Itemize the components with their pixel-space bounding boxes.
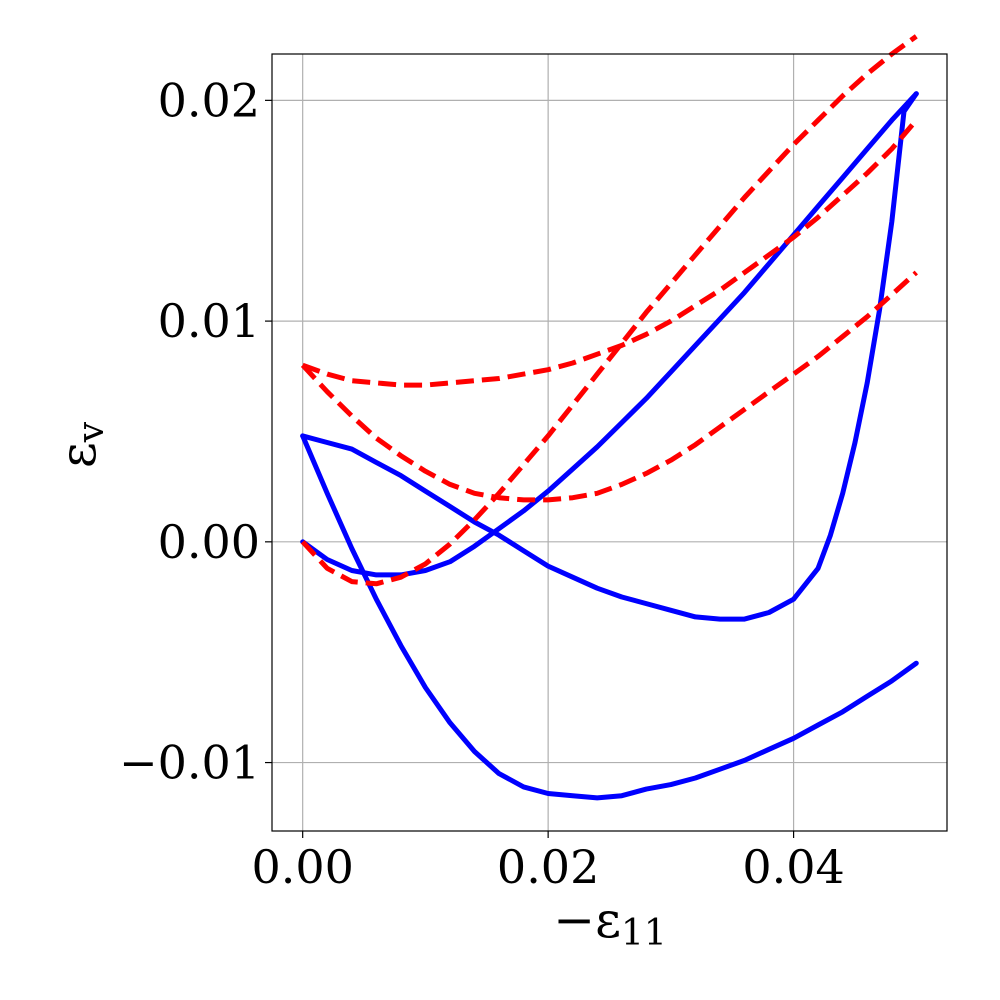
- y-axis-label-sub: v: [71, 421, 112, 443]
- x-tick-label: 0.04: [742, 840, 844, 894]
- dashed-series-line-5: [301, 118, 919, 388]
- grid-layer: [272, 54, 947, 831]
- x-tick-label: 0.02: [497, 840, 599, 894]
- y-tick-label: 0.02: [158, 73, 260, 127]
- series-layer: [300, 34, 919, 801]
- y-axis-label-main: ε: [49, 442, 107, 468]
- solid-series-line-2: [300, 433, 919, 801]
- solid-series-line-0: [300, 91, 919, 578]
- x-axis-label: −ε11: [553, 891, 667, 954]
- solid-series-line-1: [300, 91, 919, 622]
- tick-layer: 0.00 0.02 0.04 −0.01 0.00 0.01 0.02: [119, 73, 845, 894]
- x-tick-label: 0.00: [251, 840, 353, 894]
- y-tick-label: −0.01: [119, 736, 260, 790]
- dashed-series-line-4: [300, 270, 918, 503]
- y-tick-label: 0.01: [158, 294, 260, 348]
- plot-frame: [271, 53, 948, 832]
- dashed-series-line-3: [300, 34, 918, 587]
- x-axis-label-sub: 11: [621, 913, 667, 954]
- x-axis-label-main: −ε: [553, 891, 621, 949]
- y-axis-label: εv: [49, 421, 112, 468]
- y-tick-label: 0.00: [158, 515, 260, 569]
